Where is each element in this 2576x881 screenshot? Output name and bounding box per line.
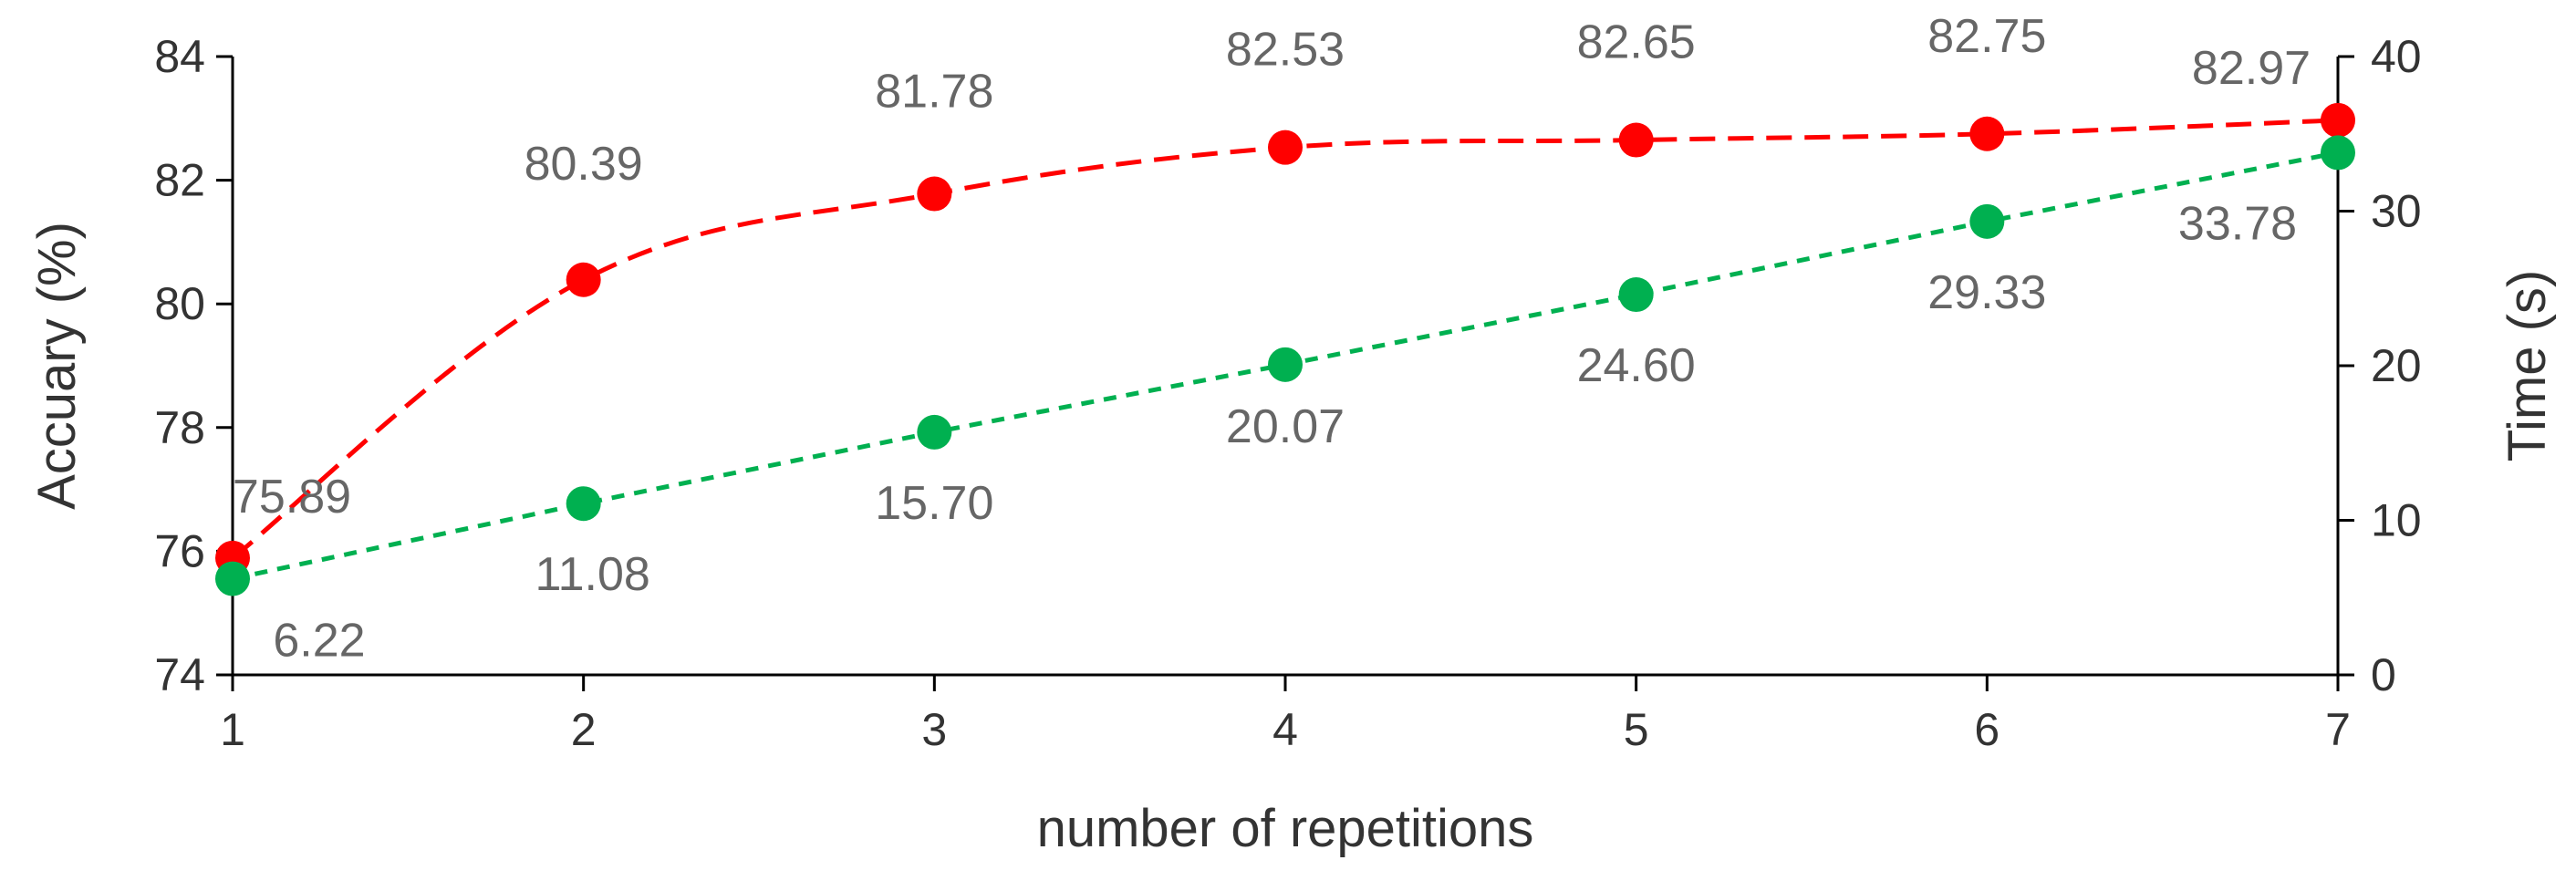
data-point-right: [215, 561, 250, 596]
x-axis-title: number of repetitions: [1037, 799, 1534, 858]
data-label-left: 82.97: [2192, 42, 2311, 95]
series-line-left: [231, 118, 2339, 560]
x-tick-label: 7: [2325, 704, 2351, 755]
x-tick-label: 4: [1272, 704, 1298, 755]
data-point-left: [566, 262, 601, 297]
y-left-tick-label: 78: [154, 402, 205, 453]
data-point-right: [1618, 277, 1654, 313]
data-label-right: 6.22: [273, 615, 365, 668]
y-right-tick-label: 30: [2371, 186, 2422, 237]
data-point-left: [1969, 116, 2005, 151]
y-left-tick-label: 84: [154, 31, 205, 82]
data-point-right: [1268, 347, 1303, 382]
data-point-left: [917, 176, 952, 212]
data-point-left: [2321, 102, 2355, 138]
data-label-left: 80.39: [525, 138, 643, 191]
data-labels: 75.89 80.39 81.78 82.53 82.65 82.75 82.97 6.22 1…: [233, 10, 2311, 668]
data-label-left: 82.53: [1226, 24, 1345, 77]
data-label-right: 33.78: [2178, 197, 2297, 250]
data-label-left: 82.65: [1577, 16, 1696, 69]
data-point-right: [566, 486, 601, 522]
data-label-right: 24.60: [1577, 339, 1696, 392]
axes: 74 76 78 80 82 84 0 10 20 30 40 1 2 3 4 5 6 7: [154, 31, 2421, 755]
data-label-right: 15.70: [875, 477, 993, 530]
y-right-tick-label: 0: [2371, 649, 2396, 700]
data-label-left: 75.89: [233, 471, 351, 523]
x-tick-label: 2: [571, 704, 597, 755]
y-left-tick-label: 76: [154, 525, 205, 576]
data-label-right: 29.33: [1927, 266, 2046, 319]
data-point-right: [1969, 203, 2005, 239]
data-label-left: 81.78: [875, 66, 993, 119]
data-label-right: 20.07: [1226, 400, 1345, 453]
data-point-right: [917, 414, 952, 450]
data-point-left: [1268, 130, 1303, 165]
series-layer: [215, 102, 2355, 596]
y-left-tick-label: 82: [154, 155, 205, 206]
y-right-tick-label: 40: [2371, 31, 2422, 82]
y-axis-left-title: Accuary (%): [27, 222, 87, 510]
data-label-right: 11.08: [535, 548, 650, 601]
data-label-left: 82.75: [1927, 10, 2046, 63]
x-tick-label: 1: [220, 704, 245, 755]
y-right-tick-label: 20: [2371, 340, 2422, 391]
y-left-tick-label: 80: [154, 278, 205, 329]
x-tick-label: 5: [1624, 704, 1649, 755]
y-axis-right-title: Time (s): [2498, 270, 2557, 461]
y-right-tick-label: 10: [2371, 495, 2422, 546]
x-tick-label: 6: [1974, 704, 2000, 755]
y-left-tick-label: 74: [154, 649, 205, 700]
data-point-right: [2321, 135, 2355, 171]
x-tick-label: 3: [921, 704, 947, 755]
data-point-left: [1618, 122, 1654, 158]
